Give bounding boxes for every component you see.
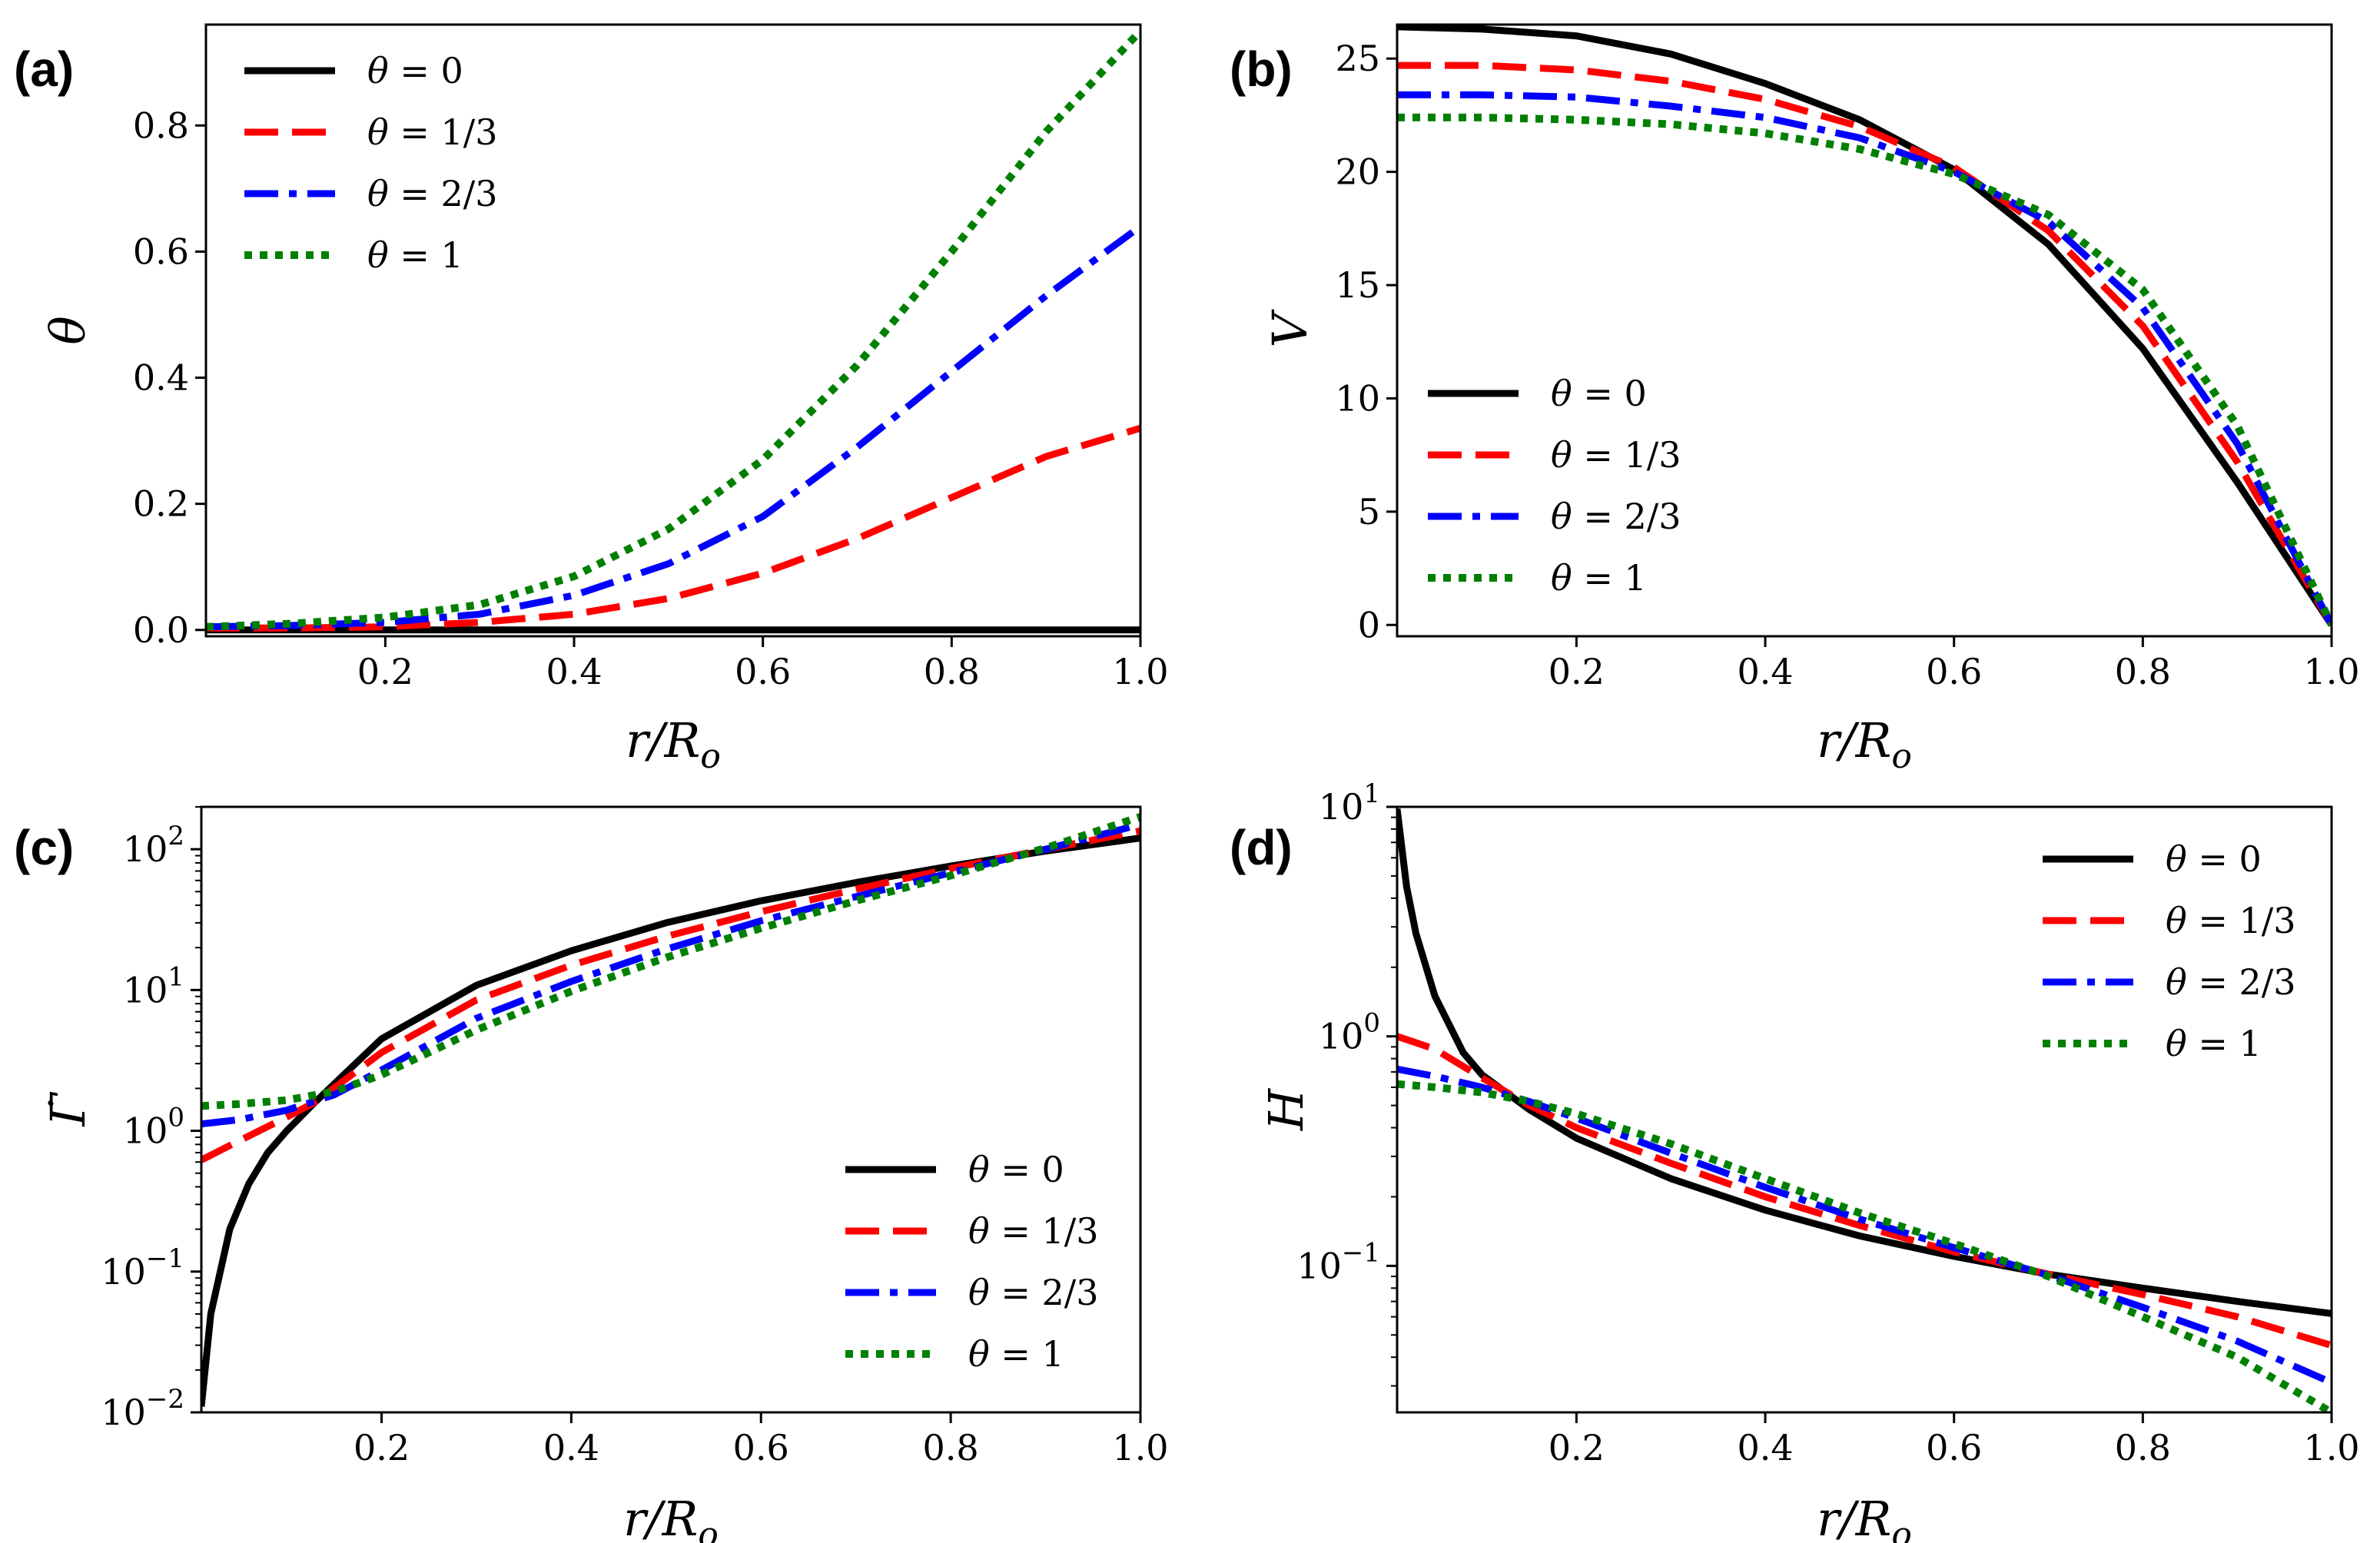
series-line-4 [201,813,1140,1110]
x-axis-label: r/Ro [623,1491,719,1543]
y-tick-label: 102 [123,821,184,870]
x-axis-label: r/Ro [626,712,721,776]
y-tick-label: 0.4 [133,357,189,399]
y-tick-label: 0.6 [133,231,189,272]
x-tick-label: 0.8 [2115,1427,2171,1468]
y-tick-label: 100 [123,1103,184,1152]
y-tick-label: 10−1 [101,1243,184,1292]
legend-entry-label: θ = 1/3 [968,1210,1099,1252]
legend-entry-label: θ = 0 [2166,838,2262,880]
y-tick-label: 0 [1358,604,1380,645]
x-tick-label: 0.6 [1926,651,1982,692]
series-line-4 [206,28,1140,631]
legend-entry-label: θ = 1/3 [367,111,498,153]
series-line-3 [1397,91,2332,627]
plot-frame [200,805,1142,1414]
x-tick-label: 0.2 [357,651,413,692]
series-line-3 [1397,1065,2332,1386]
plot-frame [204,23,1142,638]
x-tick-label: 1.0 [2303,651,2359,692]
panel-label: (a) [14,41,74,97]
panel-label: (d) [1230,820,1293,875]
legend-entry-label: θ = 0 [968,1149,1064,1190]
series-line-2 [1397,1033,2332,1349]
legend-entry-label: θ = 2/3 [1551,496,1681,537]
series-line-2 [1397,61,2332,627]
y-tick-label: 15 [1335,264,1380,306]
x-tick-label: 0.4 [543,1427,599,1468]
series-line-3 [206,223,1140,631]
series-line-2 [201,827,1140,1163]
legend-entry-label: θ = 1 [2166,1023,2262,1064]
panel-3: 0.2 0.4 0.6 0.8 1.0 10−2 10−1 100 101 102 (c) r/Ro Γ… [14,805,1169,1543]
y-tick-label: 5 [1358,491,1380,533]
y-tick-label: 25 [1335,38,1380,79]
legend-entry-label: θ = 2/3 [367,173,498,214]
y-axis-label: Γ̇ [40,1092,96,1127]
x-tick-label: 1.0 [1112,1427,1168,1468]
x-tick-label: 0.6 [735,651,791,692]
plot-frame [1396,23,2333,638]
x-tick-label: 0.8 [924,651,980,692]
x-tick-label: 0.6 [733,1427,789,1468]
x-tick-label: 0.2 [354,1427,410,1468]
panel-1: 0.2 0.4 0.6 0.8 1.0 0.0 0.2 0.4 0.6 0.8 (a) r/Ro θ θ … [14,23,1169,776]
y-tick-label: 10 [1335,377,1380,419]
x-tick-label: 1.0 [1112,651,1168,692]
y-tick-label: 101 [123,961,184,1010]
x-axis-label: r/Ro [1817,1491,1912,1543]
y-tick-label: 0.0 [133,609,189,651]
y-tick-label: 0.2 [133,483,189,525]
y-tick-label: 10−2 [101,1384,184,1433]
x-tick-label: 0.4 [546,651,602,692]
series-line-1 [201,835,1140,1407]
legend-entry-label: θ = 1 [367,234,463,276]
x-axis-label: r/Ro [1817,712,1912,776]
x-tick-label: 0.4 [1737,651,1793,692]
legend-entry-label: θ = 2/3 [2166,961,2296,1003]
y-axis-label: θ [40,316,96,344]
x-tick-label: 0.2 [1548,1427,1605,1468]
x-tick-label: 0.8 [923,1427,979,1468]
legend-entry-label: θ = 1/3 [1551,434,1681,476]
y-tick-label: 101 [1319,778,1380,828]
panel-2: 0.2 0.4 0.6 0.8 1.0 0 5 10 15 20 25 (b) r/Ro Vθ = 0 θ … [1230,23,2360,776]
series-line-3 [201,821,1140,1128]
legend-entry-label: θ = 0 [367,50,463,91]
x-tick-label: 0.6 [1926,1427,1982,1468]
panel-label: (c) [14,820,74,875]
plot-frame [1396,805,2333,1414]
legend-entry-label: θ = 1 [1551,557,1647,599]
panel-4: 0.2 0.4 0.6 0.8 1.0 10−1 100 101 (d) r/Ro Hθ = 0 θ … [1230,778,2360,1543]
series-line-4 [1397,113,2332,627]
y-tick-label: 0.8 [133,105,189,146]
x-tick-label: 1.0 [2303,1427,2359,1468]
y-tick-label: 100 [1319,1008,1380,1057]
y-tick-label: 10−1 [1296,1237,1380,1286]
series-line-4 [1397,1080,2332,1412]
series-line-2 [206,424,1140,632]
series-line-1 [1397,25,2332,627]
y-axis-label: H [1258,1087,1314,1131]
panel-label: (b) [1230,41,1293,97]
y-axis-label: V [1262,308,1318,347]
x-tick-label: 0.4 [1737,1427,1793,1468]
legend-entry-label: θ = 2/3 [968,1272,1099,1313]
legend-entry-label: θ = 0 [1551,373,1647,414]
legend-entry-label: θ = 1/3 [2166,900,2296,941]
x-tick-label: 0.2 [1548,651,1605,692]
legend-entry-label: θ = 1 [968,1333,1064,1375]
x-tick-label: 0.8 [2115,651,2171,692]
y-tick-label: 20 [1335,151,1380,193]
